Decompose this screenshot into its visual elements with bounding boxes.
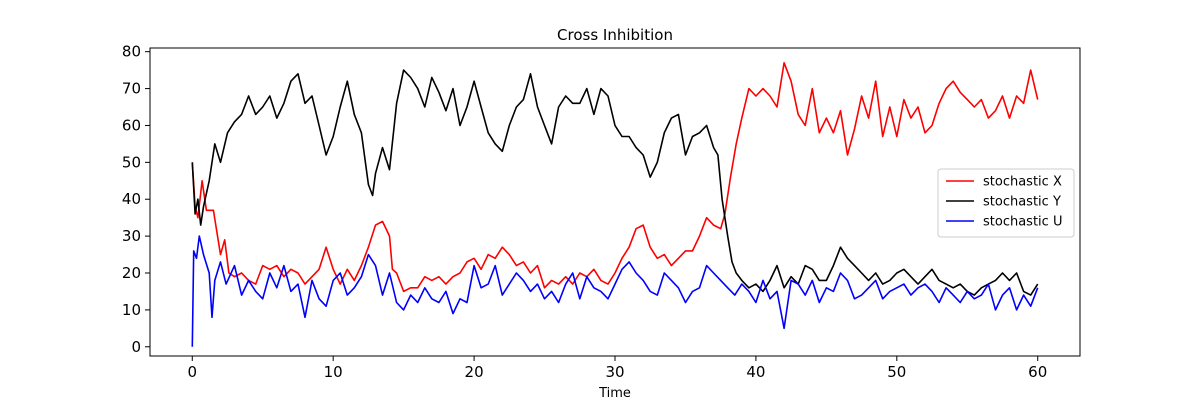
legend: stochastic X stochastic Y stochastic U	[937, 168, 1075, 238]
series-line-1	[191, 69, 1039, 296]
x-tick-label: 40	[746, 363, 765, 381]
y-tick-label: 10	[122, 301, 141, 319]
x-tick-label: 20	[465, 363, 484, 381]
x-tick-label: 0	[187, 363, 197, 381]
series-line-2	[191, 235, 1039, 347]
chart-title: Cross Inhibition	[557, 26, 673, 44]
y-tick-label: 70	[122, 80, 141, 98]
legend-box	[937, 168, 1075, 238]
y-tick-label: 0	[131, 338, 141, 356]
legend-label-2: stochastic U	[983, 215, 1062, 230]
y-tick-label: 60	[122, 116, 141, 134]
x-axis-label: Time	[598, 386, 631, 400]
x-tick-label: 60	[1028, 363, 1047, 381]
legend-label-0: stochastic X	[983, 175, 1062, 190]
x-tick-label: 10	[324, 363, 343, 381]
legend-label-1: stochastic Y	[983, 195, 1061, 210]
plot-area: 0 10 20 30 40 50 60 0 10 20 30 40 50 60 70 80	[122, 43, 1081, 381]
y-tick-label: 30	[122, 227, 141, 245]
y-tick-label: 50	[122, 153, 141, 171]
y-tick-label: 20	[122, 264, 141, 282]
x-tick-label: 50	[887, 363, 906, 381]
x-tick-label: 30	[605, 363, 624, 381]
y-tick-label: 40	[122, 190, 141, 208]
series-line-0	[191, 62, 1039, 293]
y-tick-label: 80	[122, 43, 141, 61]
